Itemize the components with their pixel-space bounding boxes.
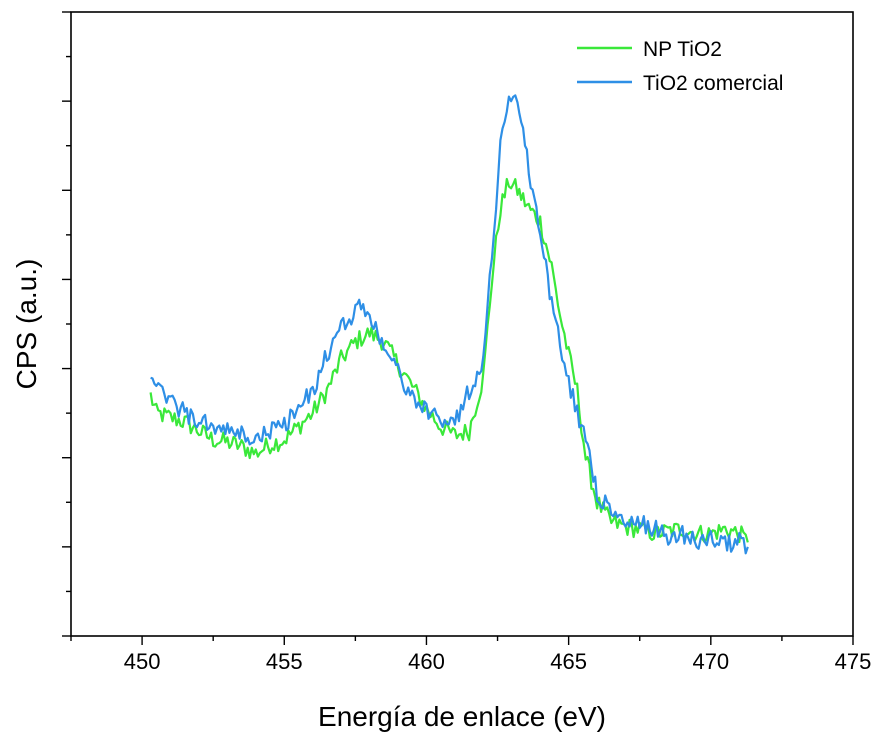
x-tick-label: 475 bbox=[835, 649, 872, 674]
x-tick-label: 460 bbox=[408, 649, 445, 674]
series-line-np-tio2 bbox=[149, 177, 749, 544]
y-axis-title: CPS (a.u.) bbox=[11, 259, 42, 390]
x-tick-label: 455 bbox=[266, 649, 303, 674]
x-tick-label: 470 bbox=[692, 649, 729, 674]
y-axis-ticks bbox=[62, 11, 71, 637]
x-axis-ticks bbox=[70, 636, 854, 645]
x-axis-tick-labels: 450 455 460 465 470 475 bbox=[124, 649, 872, 674]
legend: NP TiO2 TiO2 comercial bbox=[577, 38, 783, 95]
legend-label-np-tio2: NP TiO2 bbox=[643, 38, 722, 61]
x-tick-label: 450 bbox=[124, 649, 161, 674]
x-axis-title: Energía de enlace (eV) bbox=[318, 701, 606, 732]
series-line-tio2-comercial bbox=[150, 94, 749, 555]
legend-label-tio2-comercial: TiO2 comercial bbox=[643, 72, 783, 95]
series-lines bbox=[149, 94, 749, 555]
x-tick-label: 465 bbox=[550, 649, 587, 674]
